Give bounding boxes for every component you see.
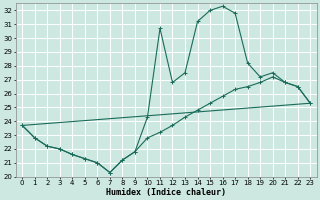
X-axis label: Humidex (Indice chaleur): Humidex (Indice chaleur): [106, 188, 226, 197]
